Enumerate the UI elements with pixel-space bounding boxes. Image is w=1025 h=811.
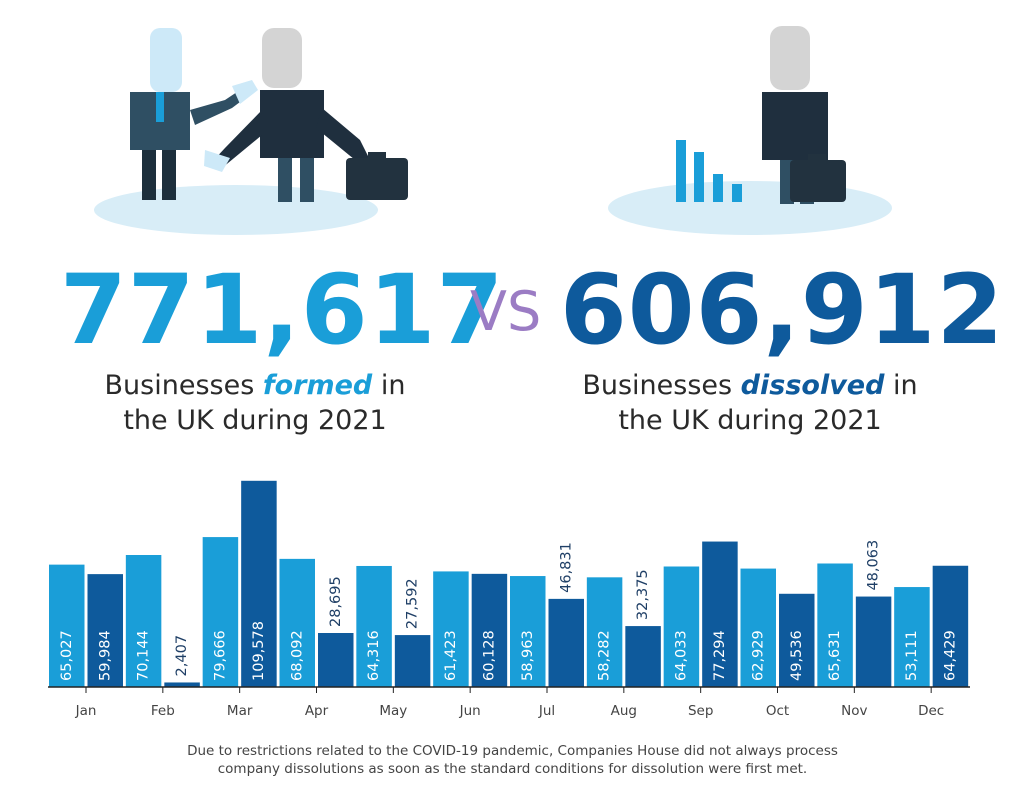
illustrations — [94, 26, 892, 235]
value-label-feb-series0: 70,144 — [136, 630, 152, 681]
bar-jan-series1 — [87, 574, 123, 687]
dissolved-text-after: in — [884, 370, 918, 401]
bar-nov-series0 — [817, 563, 853, 687]
bar-sep-series0 — [663, 566, 700, 687]
bar-aug-series0 — [586, 577, 623, 687]
dissolved-number: 606,912 — [560, 254, 1005, 366]
formed-text-before: Businesses — [104, 370, 263, 401]
value-label-jul-series1: 46,831 — [558, 542, 574, 593]
formed-stat: 771,617 Businesses formed in the UK duri… — [60, 254, 505, 438]
x-tick-label-mar: Mar — [227, 703, 253, 719]
value-label-jun-series0: 61,423 — [443, 630, 459, 681]
bar-apr-series0 — [279, 558, 315, 687]
value-label-aug-series1: 32,375 — [635, 569, 651, 620]
value-label-jan-series0: 65,027 — [59, 630, 75, 681]
x-tick-label-jul: Jul — [538, 703, 555, 719]
bar-jun-series0 — [433, 571, 469, 687]
formed-line2: the UK during 2021 — [123, 405, 387, 436]
x-tick-label-jan: Jan — [75, 703, 97, 719]
bar-dec-series0 — [894, 587, 930, 687]
x-tick-label-jun: Jun — [459, 703, 481, 719]
bar-apr-series1 — [318, 633, 354, 687]
x-tick-label-apr: Apr — [305, 703, 329, 719]
value-label-oct-series1: 49,536 — [789, 630, 805, 681]
value-label-nov-series0: 65,631 — [827, 630, 843, 681]
x-tick-label-oct: Oct — [766, 703, 789, 719]
value-label-mar-series1: 109,578 — [251, 621, 267, 681]
x-tick-label-feb: Feb — [151, 703, 175, 719]
bar-may-series1 — [394, 635, 431, 687]
value-label-jun-series1: 60,128 — [481, 630, 497, 681]
x-tick-label-sep: Sep — [688, 703, 713, 719]
value-label-aug-series0: 58,282 — [597, 630, 613, 681]
bar-mar-series1 — [241, 480, 277, 687]
dissolved-stat: 606,912 Businesses dissolved in the UK d… — [560, 254, 1005, 438]
bar-feb-series1 — [164, 682, 200, 687]
footnote: Due to restrictions related to the COVID… — [0, 742, 1025, 778]
value-label-mar-series0: 79,666 — [212, 630, 228, 681]
value-label-oct-series0: 62,929 — [750, 630, 766, 681]
handshake-businessmen-icon — [94, 28, 408, 235]
value-label-may-series1: 27,592 — [405, 578, 421, 629]
vs-label: VS — [470, 280, 542, 343]
value-label-sep-series1: 77,294 — [712, 630, 728, 681]
formed-keyword: formed — [262, 370, 373, 401]
value-label-dec-series0: 53,111 — [904, 630, 920, 681]
value-label-dec-series1: 64,429 — [942, 630, 958, 681]
value-label-may-series0: 64,316 — [366, 630, 382, 681]
bar-aug-series1 — [625, 626, 661, 687]
formed-number: 771,617 — [60, 254, 505, 366]
bar-mar-series0 — [202, 537, 239, 687]
x-tick-label-may: May — [379, 703, 407, 719]
bar-jul-series0 — [510, 576, 546, 687]
x-tick-label-dec: Dec — [918, 703, 944, 719]
bar-chart: 65,027 59,984 Jan 70,144 2,407 Feb 79,666 109,5… — [48, 480, 970, 719]
dissolved-description: Businesses dissolved in the UK during 20… — [560, 368, 940, 438]
value-label-jul-series0: 58,963 — [520, 630, 536, 681]
formed-description: Businesses formed in the UK during 2021 — [60, 368, 450, 438]
bar-feb-series0 — [125, 555, 162, 687]
x-tick-label-nov: Nov — [841, 703, 867, 719]
dissolved-line2: the UK during 2021 — [618, 405, 882, 436]
bar-oct-series0 — [740, 568, 776, 687]
value-label-jan-series1: 59,984 — [97, 630, 113, 681]
bar-oct-series1 — [779, 593, 815, 687]
x-tick-label-aug: Aug — [611, 703, 637, 719]
value-label-feb-series1: 2,407 — [174, 635, 190, 677]
bar-dec-series1 — [932, 565, 969, 687]
bar-may-series0 — [356, 565, 392, 687]
formed-text-after: in — [372, 370, 406, 401]
value-label-sep-series0: 64,033 — [673, 630, 689, 681]
footnote-line2: company dissolutions as soon as the stan… — [217, 761, 808, 777]
dissolved-text-before: Businesses — [582, 370, 741, 401]
footnote-line1: Due to restrictions related to the COVID… — [187, 743, 838, 759]
bar-sep-series1 — [702, 541, 738, 687]
bar-jan-series0 — [49, 564, 85, 687]
value-label-apr-series0: 68,092 — [289, 630, 305, 681]
businessman-declining-bar-chart-icon — [608, 26, 892, 235]
bar-nov-series1 — [855, 596, 892, 687]
dissolved-keyword: dissolved — [740, 370, 885, 401]
bar-jun-series1 — [471, 573, 508, 687]
value-label-apr-series1: 28,695 — [328, 576, 344, 627]
bar-jul-series1 — [548, 598, 584, 687]
value-label-nov-series1: 48,063 — [866, 540, 882, 591]
